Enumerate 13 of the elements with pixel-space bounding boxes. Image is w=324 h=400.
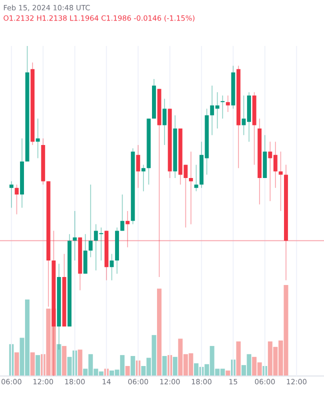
bar — [130, 356, 136, 376]
bar — [78, 350, 82, 376]
bar — [157, 288, 162, 376]
bar — [236, 341, 241, 376]
bar — [226, 370, 230, 376]
bar — [56, 344, 62, 376]
bar — [162, 356, 167, 376]
bar — [62, 346, 66, 376]
bar — [36, 355, 40, 376]
bar — [30, 352, 35, 376]
bar — [125, 366, 130, 376]
bar — [172, 356, 178, 376]
bar — [14, 352, 19, 376]
